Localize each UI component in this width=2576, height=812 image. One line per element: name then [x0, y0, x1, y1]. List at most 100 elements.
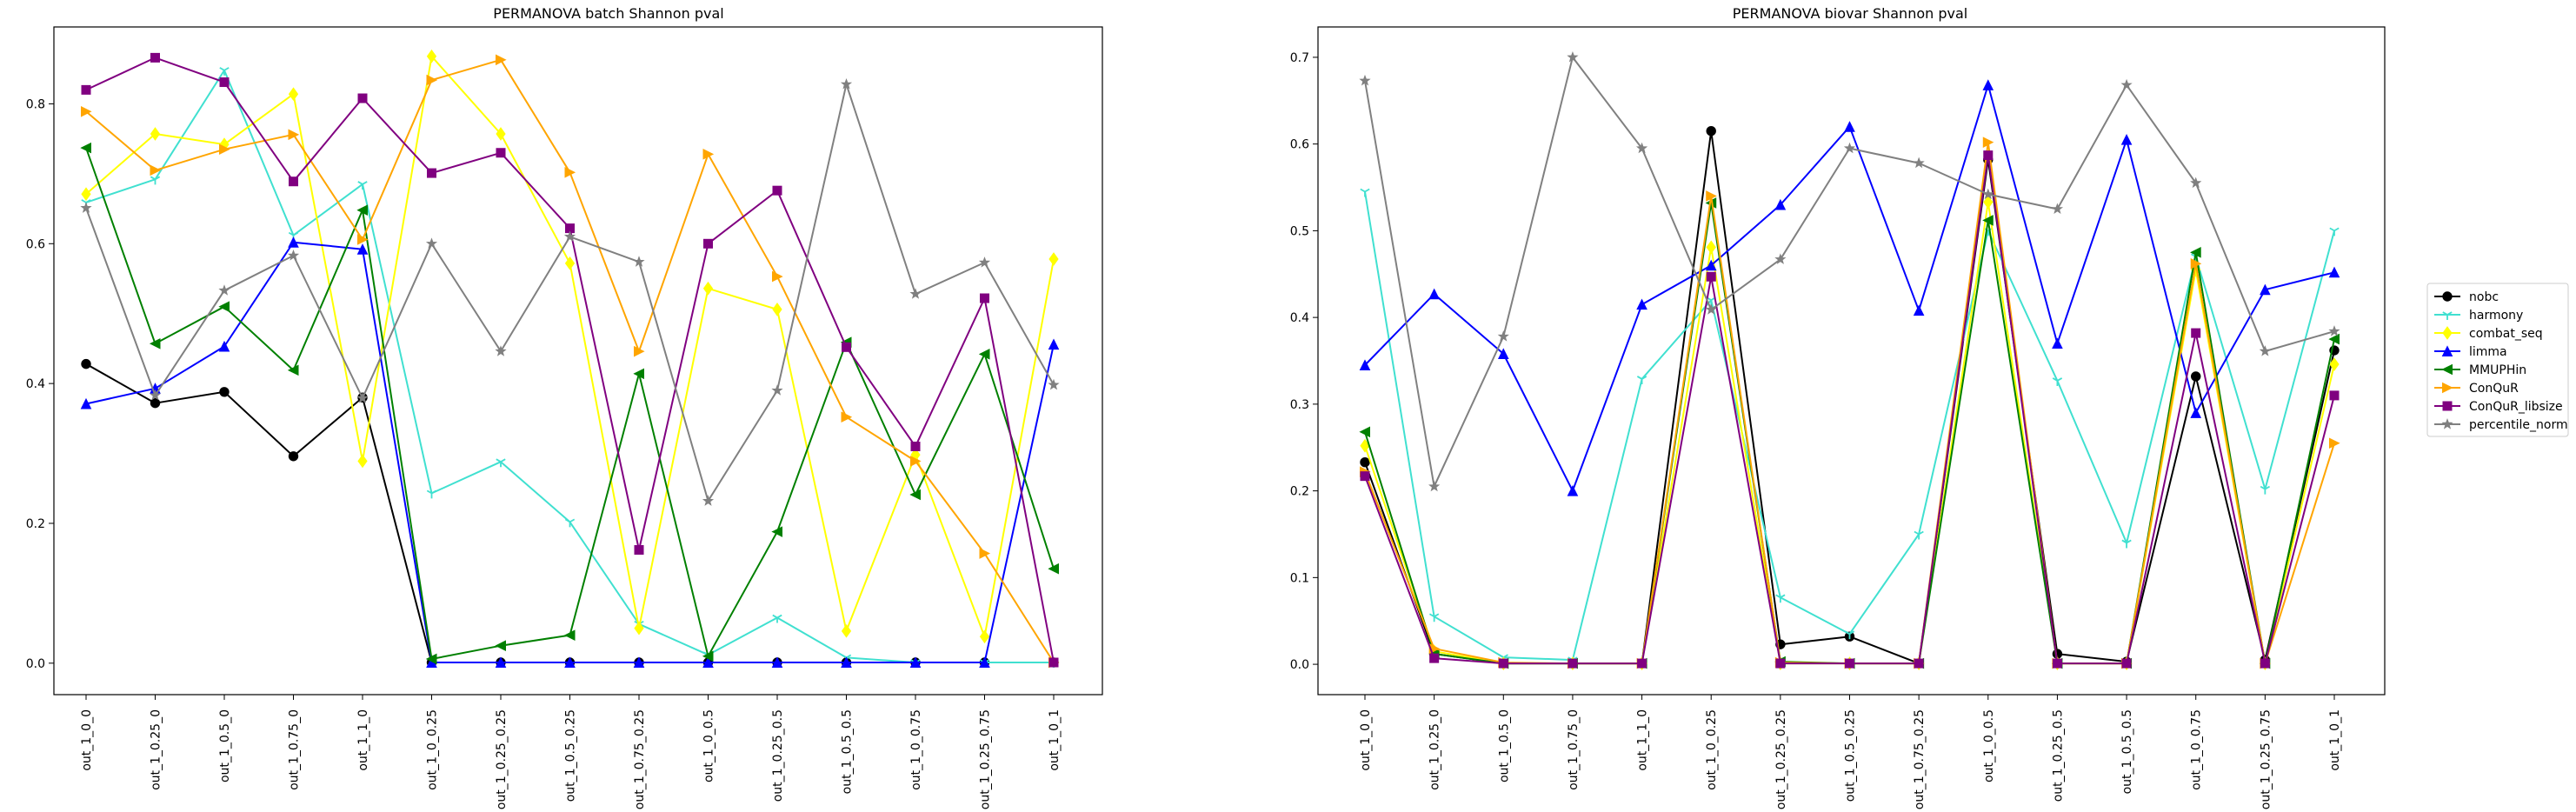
data-point-MMUPHin: [978, 349, 990, 360]
legend-marker-percentile_norm: [2441, 418, 2453, 429]
left-plot-area: 0.0 0.2 0.4 0.6 0.8 out_1_0_0 out_1_0.25_0 out_…: [26, 49, 1062, 809]
series-combat_seq: [81, 49, 1059, 644]
y-tick-label: 0.1: [1290, 571, 1309, 585]
data-point-MMUPHin: [287, 364, 299, 376]
data-point-ConQuR: [2190, 257, 2202, 270]
data-point-ConQuR_libsize: [703, 238, 713, 249]
data-point-harmony: [564, 518, 576, 528]
legend-label-ConQuR_libsize: ConQuR_libsize: [2469, 400, 2563, 414]
data-point-MMUPHin: [633, 368, 644, 380]
data-point-ConQuR_libsize: [2121, 658, 2132, 669]
x-tick-label: out_1_0.75_0.25: [1913, 709, 1927, 809]
data-point-percentile_norm: [978, 256, 991, 268]
y-tick-label: 0.6: [26, 237, 45, 251]
data-point-MMUPHin: [1359, 426, 1370, 438]
data-point-percentile_norm: [1705, 303, 1717, 315]
data-point-percentile_norm: [149, 389, 162, 401]
data-point-MMUPHin: [2190, 247, 2201, 258]
data-point-ConQuR_libsize: [289, 176, 298, 187]
legend-label-nobc: nobc: [2469, 290, 2499, 304]
x-tick-label: out_1_0_1: [1048, 709, 1062, 771]
data-point-percentile_norm: [1048, 378, 1060, 390]
data-point-percentile_norm: [840, 78, 853, 90]
x-tick-label: out_1_0.25_0.5: [2051, 709, 2065, 802]
data-point-ConQuR_libsize: [1498, 658, 1508, 669]
data-point-ConQuR: [288, 129, 300, 141]
data-point-ConQuR: [2329, 437, 2340, 449]
legend-marker-MMUPHin: [2441, 363, 2453, 376]
data-point-harmony: [2260, 485, 2271, 495]
data-point-ConQuR_libsize: [1568, 658, 1578, 669]
data-point-ConQuR_libsize: [427, 168, 436, 178]
data-point-harmony: [1775, 594, 1786, 603]
data-point-ConQuR_libsize: [634, 545, 644, 556]
data-point-ConQuR_libsize: [150, 52, 160, 63]
data-point-percentile_norm: [2328, 325, 2340, 336]
left-axes-frame: [53, 26, 1103, 696]
right-subplot: PERMANOVA biovar Shannon pval 0.00.10.20…: [1290, 5, 2386, 809]
data-point-harmony: [496, 458, 506, 468]
x-tick-label: out_1_0.75_0.25: [633, 709, 647, 809]
data-point-ConQuR: [1706, 190, 1717, 202]
data-point-MMUPHin: [495, 640, 506, 652]
data-point-ConQuR_libsize: [1706, 271, 1716, 282]
data-point-limma: [288, 236, 299, 248]
data-point-combat_seq: [288, 87, 299, 102]
data-point-ConQuR_libsize: [1429, 653, 1440, 663]
data-point-MMUPHin: [702, 650, 714, 662]
y-tick-label: 0.2: [1290, 485, 1309, 499]
data-point-percentile_norm: [356, 392, 369, 403]
data-point-percentile_norm: [1428, 480, 1441, 492]
data-point-combat_seq: [702, 281, 714, 296]
y-tick-label: 0.0: [1290, 658, 1309, 672]
legend-marker-ConQuR: [2442, 382, 2453, 394]
data-point-limma: [841, 656, 852, 669]
data-point-percentile_norm: [1497, 330, 1509, 342]
data-point-percentile_norm: [909, 288, 922, 299]
data-point-nobc: [288, 451, 299, 462]
x-tick-label: out_1_0.25_0.25: [1774, 709, 1788, 809]
data-point-limma: [356, 243, 369, 255]
x-tick-label: out_1_0_0.5: [1982, 709, 1996, 782]
data-point-ConQuR_libsize: [2191, 328, 2201, 338]
series-percentile_norm: [80, 78, 1060, 506]
data-point-percentile_norm: [1913, 156, 1925, 169]
data-point-combat_seq: [841, 623, 852, 638]
data-point-ConQuR: [979, 548, 991, 559]
legend-item-combat_seq: combat_seq: [2434, 326, 2543, 341]
legend-marker-harmony: [2442, 311, 2453, 320]
x-tick-label: out_1_1_0: [356, 709, 370, 771]
x-tick-label: out_1_0_0.5: [702, 709, 716, 782]
data-point-combat_seq: [1048, 252, 1059, 266]
data-point-ConQuR_libsize: [1914, 658, 1924, 669]
legend-label-harmony: harmony: [2469, 309, 2523, 323]
data-point-harmony: [772, 614, 782, 623]
data-point-ConQuR_libsize: [81, 84, 91, 95]
data-point-harmony: [357, 181, 368, 190]
data-point-percentile_norm: [1359, 74, 1371, 86]
data-point-ConQuR: [150, 164, 162, 176]
series-MMUPHin: [80, 142, 1059, 665]
data-point-MMUPHin: [218, 301, 230, 312]
data-point-percentile_norm: [80, 202, 92, 213]
data-point-percentile_norm: [218, 284, 230, 296]
legend-label-combat_seq: combat_seq: [2469, 327, 2543, 341]
data-point-limma: [2328, 266, 2340, 278]
data-point-MMUPHin: [909, 489, 921, 501]
data-point-limma: [1636, 298, 1647, 310]
legend-item-percentile_norm: percentile_norm: [2434, 418, 2568, 432]
data-point-ConQuR_libsize: [496, 148, 506, 158]
legend-item-ConQuR_libsize: ConQuR_libsize: [2434, 400, 2563, 414]
data-point-percentile_norm: [495, 345, 507, 356]
data-point-nobc: [1706, 125, 1716, 136]
data-point-limma: [633, 656, 645, 669]
data-point-harmony: [1636, 376, 1647, 384]
series-ConQuR_libsize: [1360, 150, 2340, 669]
y-tick-label: 0.0: [26, 657, 45, 671]
x-tick-label: out_1_0.5_0.25: [1844, 709, 1858, 802]
data-point-percentile_norm: [1982, 188, 1994, 200]
data-point-ConQuR_libsize: [1048, 657, 1059, 668]
